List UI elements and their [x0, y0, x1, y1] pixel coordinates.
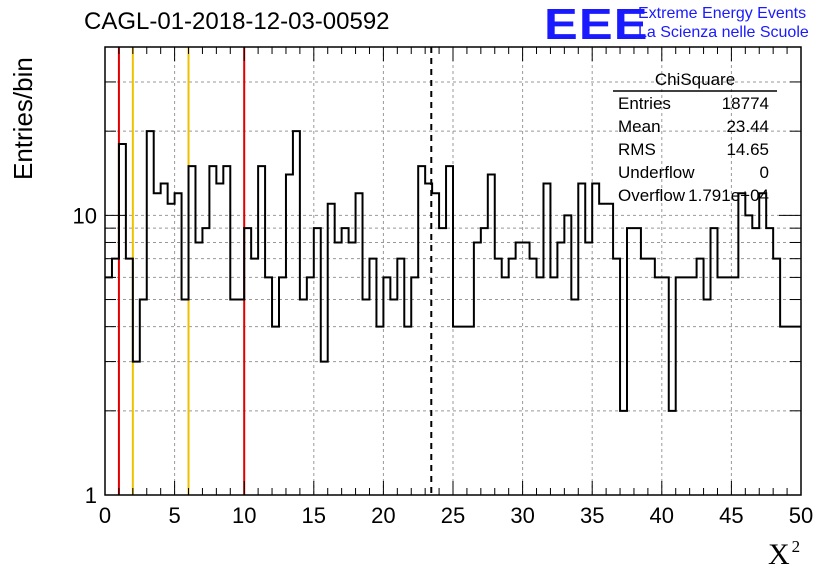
eee-logo: EEE Extreme Energy Events La Scienza nel… — [544, 0, 834, 49]
x-tick-label: 45 — [719, 503, 743, 528]
x-tick-label: 5 — [168, 503, 180, 528]
x-axis-label-superscript: 2 — [791, 537, 801, 556]
stats-value: 0 — [760, 163, 769, 182]
stats-label: Underflow — [618, 163, 695, 182]
x-tick-label: 50 — [789, 503, 813, 528]
stats-box: ChiSquare Entries 18774 Mean 23.44 RMS 14.65 Un… — [613, 70, 777, 205]
stats-label: Mean — [618, 117, 661, 136]
x-tick-label: 15 — [302, 503, 326, 528]
reference-lines-layer — [117, 47, 433, 495]
x-tick-label: 10 — [232, 503, 256, 528]
x-tick-label: 0 — [99, 503, 111, 528]
logo-line-2: La Scienza nelle Scuole — [638, 24, 809, 41]
x-tick-label: 35 — [580, 503, 604, 528]
stats-label: Overflow — [618, 186, 686, 205]
logo-mark: EEE — [544, 0, 649, 49]
x-tick-label: 30 — [510, 503, 534, 528]
stats-value: 23.44 — [726, 117, 769, 136]
x-tick-label: 25 — [441, 503, 465, 528]
stats-value: 14.65 — [726, 140, 769, 159]
histogram-layer — [105, 130, 801, 412]
x-tick-label: 40 — [650, 503, 674, 528]
plot-title: CAGL-01-2018-12-03-00592 — [84, 8, 390, 35]
y-tick-label: 10 — [73, 203, 97, 228]
x-axis-label-text: X — [768, 538, 790, 571]
x-tick-label: 20 — [371, 503, 395, 528]
stats-label: Entries — [618, 94, 671, 113]
stats-title: ChiSquare — [655, 70, 735, 89]
histogram-outline — [105, 130, 801, 412]
stats-value: 18774 — [722, 94, 769, 113]
y-tick-label: 1 — [85, 483, 97, 508]
axis-layer: 0 5 10 15 20 25 30 35 40 45 50 1 10 — [73, 46, 813, 528]
logo-line-1: Extreme Energy Events — [638, 5, 807, 22]
stats-value: 1.791e+04 — [688, 186, 769, 205]
stats-label: RMS — [618, 140, 656, 159]
